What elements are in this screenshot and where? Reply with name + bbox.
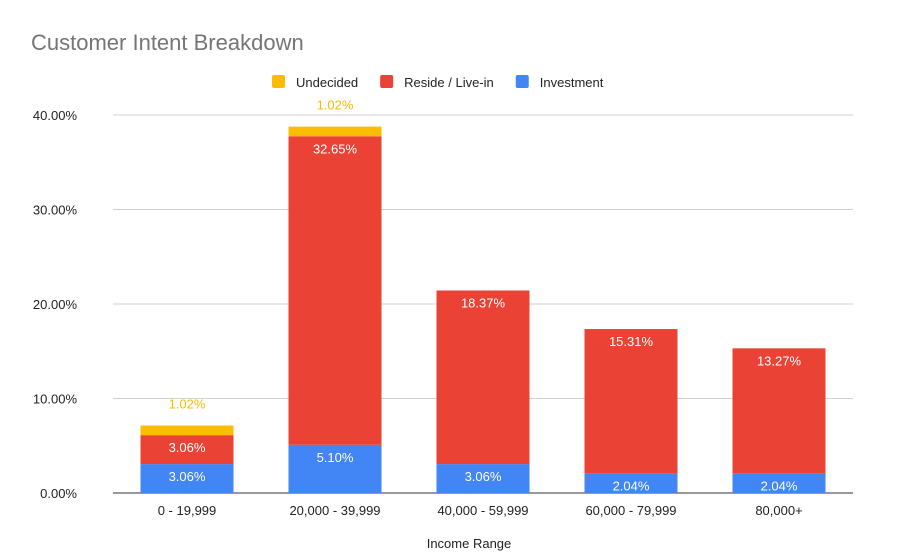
legend-label: Investment — [540, 75, 604, 90]
bar-reside-live-in — [140, 435, 234, 465]
bar-undecided — [140, 425, 234, 436]
bar-reside-live-in — [584, 329, 678, 474]
y-tick-label: 0.00% — [40, 486, 77, 501]
bar-reside-live-in — [288, 136, 382, 445]
bar-investment — [732, 473, 826, 493]
legend-swatch — [380, 75, 394, 88]
data-label: 18.37% — [461, 295, 506, 310]
y-tick-label: 30.00% — [33, 203, 78, 218]
data-label: 3.06% — [169, 440, 206, 455]
legend-label: Undecided — [296, 75, 358, 90]
bar-undecided — [288, 126, 382, 137]
data-label: 32.65% — [313, 141, 358, 156]
data-label: 3.06% — [465, 469, 502, 484]
x-tick-label: 0 - 19,999 — [158, 503, 217, 518]
x-tick-label: 40,000 - 59,999 — [437, 503, 528, 518]
legend-swatch — [272, 75, 285, 88]
data-label: 15.31% — [609, 334, 654, 349]
data-label: 1.02% — [317, 98, 354, 113]
x-axis-title: Income Range — [427, 536, 512, 551]
y-tick-label: 10.00% — [33, 392, 78, 407]
data-label: 13.27% — [757, 353, 802, 368]
y-tick-label: 40.00% — [33, 108, 78, 123]
legend-swatch — [515, 75, 529, 88]
data-label: 5.10% — [317, 450, 354, 465]
y-tick-label: 20.00% — [33, 297, 78, 312]
data-label: 2.04% — [761, 479, 798, 494]
x-tick-label: 20,000 - 39,999 — [289, 503, 380, 518]
bar-reside-live-in — [436, 290, 530, 465]
legend-label: Reside / Live-in — [404, 75, 494, 90]
x-tick-label: 80,000+ — [755, 503, 802, 518]
bar-investment — [584, 473, 678, 493]
bar-investment — [140, 464, 234, 493]
bar-investment — [436, 464, 530, 493]
data-label: 2.04% — [613, 479, 650, 494]
x-tick-label: 60,000 - 79,999 — [585, 503, 676, 518]
bar-reside-live-in — [732, 348, 826, 474]
chart-title: Customer Intent Breakdown — [31, 30, 304, 55]
bar-investment — [288, 444, 382, 493]
data-label: 3.06% — [169, 469, 206, 484]
data-label: 1.02% — [169, 397, 206, 412]
